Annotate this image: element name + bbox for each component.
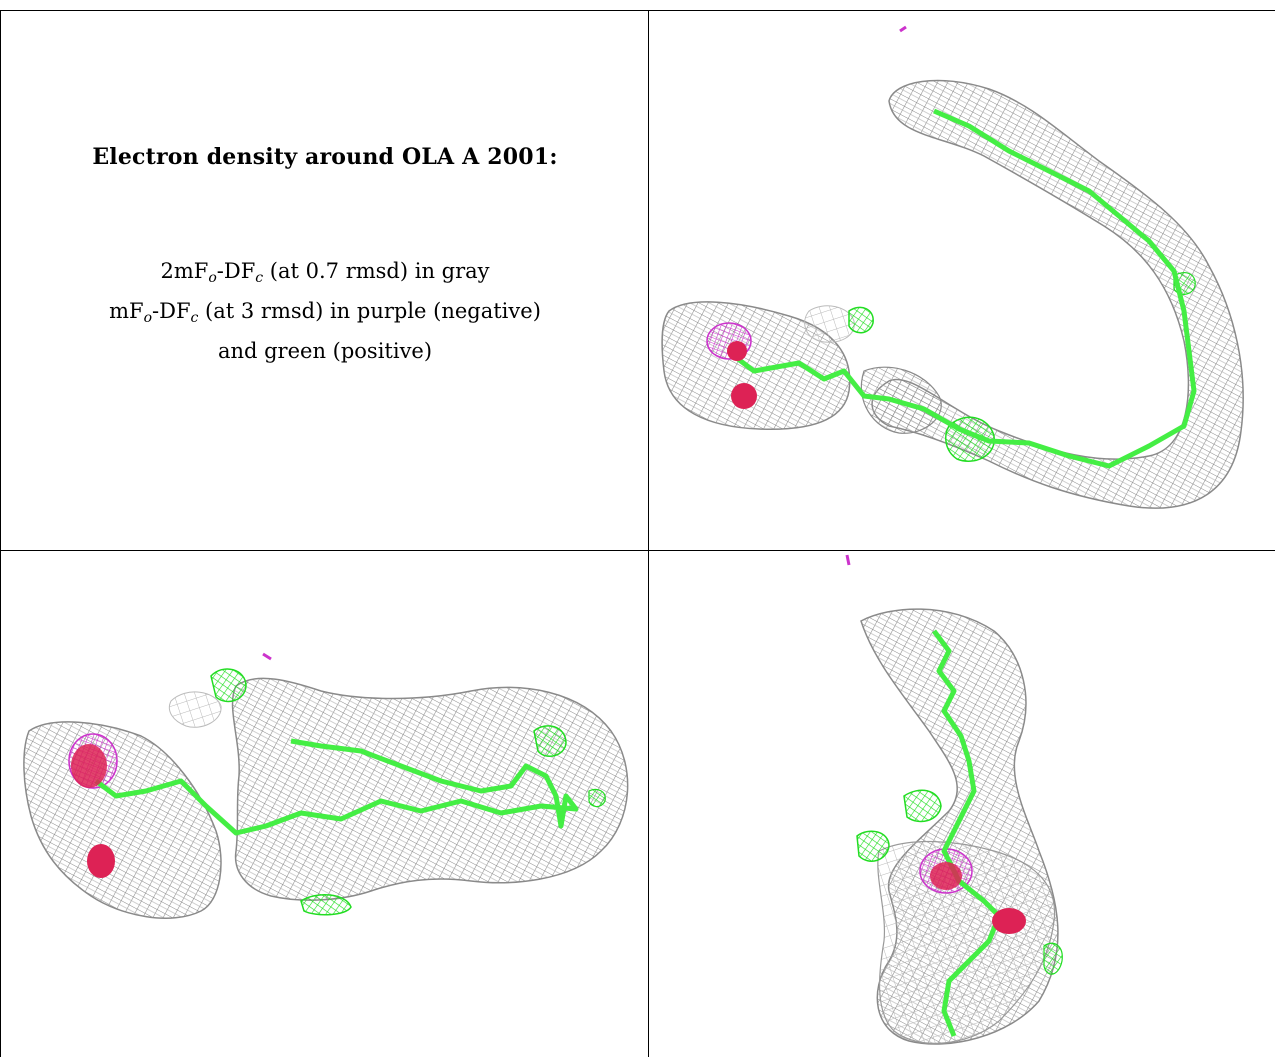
mesh-positive-1 [848, 306, 874, 334]
oxygen-atom-2 [731, 383, 757, 409]
oxygen-atom-2 [87, 844, 115, 878]
mesh-positive-3 [1043, 942, 1063, 975]
ligand-stick [932, 629, 1002, 1037]
caption-cell: Electron density around OLA A 2001: 2mFo… [1, 11, 648, 550]
figure-legend: 2mFo-DFc (at 0.7 rmsd) in gray mFo-DFc (… [1, 255, 648, 368]
ligand-stick [94, 738, 579, 836]
density-render-2 [23, 652, 629, 919]
mesh-positive-4 [588, 788, 606, 808]
mesh-2fofc-faint [804, 305, 855, 343]
negative-density-fragment [262, 652, 272, 661]
mesh-positive-1 [903, 789, 942, 823]
density-render-3 [845, 554, 1063, 1045]
density-view-top-right [649, 11, 1275, 550]
density-render-1 [661, 25, 1244, 509]
oxygen-atom-1 [930, 862, 962, 890]
mesh-positive-1 [210, 668, 247, 703]
oxygen-atom-1 [727, 341, 747, 361]
legend-line-2fofc: 2mFo-DFc (at 0.7 rmsd) in gray [160, 259, 490, 286]
mesh-2fofc-faint [168, 691, 222, 728]
figure-title: Electron density around OLA A 2001: [92, 144, 558, 170]
grid-vertical-divider [648, 10, 649, 1057]
density-view-bottom-right [649, 551, 1275, 1057]
oxygen-atom-2 [992, 908, 1026, 934]
mesh-2fofc-body [231, 677, 629, 901]
mesh-2fofc-lower [877, 840, 1056, 1044]
negative-density-fragment [899, 25, 907, 33]
grid-left-border [0, 10, 1, 1057]
negative-density-fragment [845, 554, 851, 566]
grid-top-border [0, 10, 1275, 11]
grid-horizontal-divider [0, 550, 1275, 551]
mesh-2fofc-head [23, 721, 222, 919]
mesh-positive-2 [533, 725, 567, 758]
legend-line-fofc: mFo-DFc (at 3 rmsd) in purple (negative) [109, 299, 541, 326]
oxygen-atom-1 [71, 744, 107, 788]
mesh-positive-3 [300, 894, 352, 916]
mesh-positive-2 [856, 830, 890, 862]
density-view-bottom-left [1, 551, 648, 1057]
ligand-stick [732, 108, 1197, 469]
legend-line-colors: and green (positive) [217, 339, 433, 363]
